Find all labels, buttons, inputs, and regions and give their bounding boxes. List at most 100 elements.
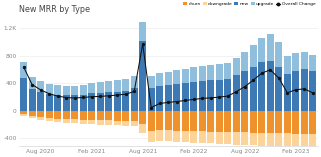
Bar <box>139 22 146 41</box>
Bar <box>207 111 214 132</box>
Bar <box>71 86 78 95</box>
Bar <box>292 71 299 111</box>
Bar <box>63 95 70 111</box>
Bar <box>80 111 87 120</box>
Bar <box>250 46 257 67</box>
Bar <box>173 131 180 142</box>
Bar <box>233 111 240 132</box>
Bar <box>241 111 248 132</box>
Bar <box>301 111 308 134</box>
Bar <box>46 111 53 118</box>
Bar <box>216 80 223 111</box>
Legend: churn, downgrade, new, upgrade, Overall Change: churn, downgrade, new, upgrade, Overall … <box>183 2 315 6</box>
Bar <box>173 70 180 84</box>
Bar <box>267 111 274 133</box>
Bar <box>88 120 95 124</box>
Bar <box>29 77 36 89</box>
Bar <box>105 120 112 125</box>
Bar <box>20 62 27 78</box>
Bar <box>275 67 282 111</box>
Bar <box>241 71 248 111</box>
Bar <box>284 111 291 133</box>
Bar <box>284 56 291 74</box>
Bar <box>241 52 248 71</box>
Bar <box>250 133 257 145</box>
Bar <box>139 111 146 125</box>
Bar <box>63 86 70 95</box>
Bar <box>131 88 138 111</box>
Bar <box>216 111 223 132</box>
Bar <box>114 121 121 125</box>
Bar <box>165 111 172 130</box>
Bar <box>258 62 265 111</box>
Bar <box>182 69 189 83</box>
Bar <box>63 119 70 122</box>
Bar <box>199 131 206 143</box>
Bar <box>46 94 53 111</box>
Bar <box>182 83 189 111</box>
Bar <box>20 78 27 111</box>
Bar <box>284 133 291 147</box>
Bar <box>224 79 231 111</box>
Bar <box>275 133 282 147</box>
Bar <box>301 69 308 111</box>
Bar <box>292 133 299 147</box>
Bar <box>37 111 44 117</box>
Bar <box>122 91 129 111</box>
Bar <box>224 111 231 132</box>
Bar <box>29 89 36 111</box>
Bar <box>207 80 214 111</box>
Bar <box>292 53 299 71</box>
Bar <box>216 132 223 144</box>
Bar <box>97 93 104 111</box>
Bar <box>190 131 197 143</box>
Bar <box>71 95 78 111</box>
Bar <box>207 132 214 143</box>
Bar <box>233 75 240 111</box>
Bar <box>309 111 316 134</box>
Bar <box>199 81 206 111</box>
Bar <box>241 132 248 145</box>
Bar <box>46 84 53 94</box>
Bar <box>139 125 146 133</box>
Bar <box>105 111 112 120</box>
Bar <box>80 120 87 124</box>
Bar <box>114 111 121 121</box>
Bar <box>37 92 44 111</box>
Bar <box>71 119 78 123</box>
Bar <box>309 55 316 71</box>
Bar <box>139 41 146 111</box>
Bar <box>301 52 308 69</box>
Bar <box>114 92 121 111</box>
Bar <box>88 93 95 111</box>
Bar <box>224 132 231 144</box>
Bar <box>258 38 265 62</box>
Bar <box>46 118 53 121</box>
Bar <box>80 95 87 111</box>
Bar <box>97 120 104 125</box>
Bar <box>71 111 78 119</box>
Bar <box>97 82 104 93</box>
Bar <box>54 111 61 119</box>
Bar <box>37 81 44 92</box>
Bar <box>309 134 316 148</box>
Bar <box>105 81 112 92</box>
Bar <box>199 111 206 131</box>
Bar <box>37 117 44 120</box>
Bar <box>148 131 155 142</box>
Bar <box>29 111 36 116</box>
Bar <box>165 85 172 111</box>
Bar <box>173 111 180 131</box>
Bar <box>105 92 112 111</box>
Bar <box>114 80 121 92</box>
Bar <box>148 111 155 131</box>
Bar <box>122 111 129 121</box>
Bar <box>63 111 70 119</box>
Bar <box>233 132 240 145</box>
Bar <box>224 63 231 79</box>
Bar <box>258 133 265 146</box>
Bar <box>156 86 163 111</box>
Bar <box>156 130 163 141</box>
Bar <box>20 111 27 114</box>
Bar <box>88 83 95 93</box>
